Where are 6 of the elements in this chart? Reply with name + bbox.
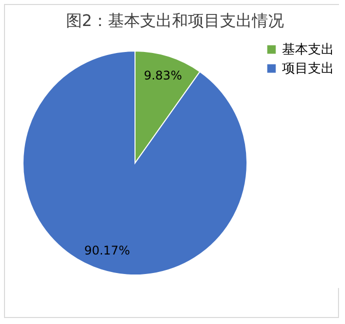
legend-label: 项目支出 — [282, 62, 334, 76]
data-label: 90.17% — [84, 243, 130, 258]
chart-title: 图2：基本支出和项目支出情况 — [66, 11, 284, 30]
data-label: 9.83% — [144, 68, 182, 83]
legend-label: 基本支出 — [282, 42, 334, 58]
pie-slice — [22, 50, 248, 276]
